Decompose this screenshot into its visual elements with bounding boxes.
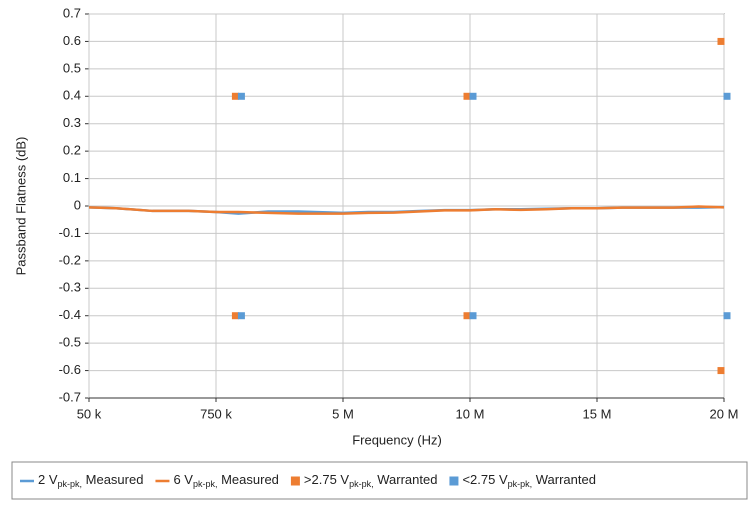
data-point bbox=[717, 367, 725, 375]
x-tick-label: 15 M bbox=[583, 406, 612, 421]
x-tick-label: 20 M bbox=[710, 406, 739, 421]
y-tick-label: 0.5 bbox=[63, 60, 81, 75]
y-tick-label: -0.6 bbox=[59, 362, 81, 377]
y-tick-label: 0.6 bbox=[63, 33, 81, 48]
y-tick-label: -0.2 bbox=[59, 252, 81, 267]
legend-swatch bbox=[449, 476, 459, 486]
data-point bbox=[463, 312, 471, 320]
legend-box bbox=[11, 461, 748, 500]
y-tick-label: -0.4 bbox=[59, 307, 81, 322]
x-tick-label: 750 k bbox=[200, 406, 232, 421]
y-tick-label: 0 bbox=[74, 197, 81, 212]
y-tick-label: 0.3 bbox=[63, 115, 81, 130]
data-point bbox=[723, 92, 731, 100]
y-tick-label: -0.3 bbox=[59, 280, 81, 295]
data-point bbox=[463, 92, 471, 100]
data-point bbox=[469, 92, 477, 100]
series-line bbox=[88, 205, 725, 215]
data-point bbox=[237, 312, 245, 320]
y-tick-label: -0.1 bbox=[59, 225, 81, 240]
legend-label: 2 Vpk-pk, Measured bbox=[38, 472, 143, 489]
y-tick-label: 0.1 bbox=[63, 170, 81, 185]
y-tick-label: 0.7 bbox=[63, 5, 81, 20]
legend-swatch bbox=[290, 476, 300, 486]
legend-label: <2.75 Vpk-pk, Warranted bbox=[462, 472, 596, 489]
data-point bbox=[237, 92, 245, 100]
data-point bbox=[231, 92, 239, 100]
y-tick-label: 0.2 bbox=[63, 143, 81, 158]
data-point bbox=[723, 312, 731, 320]
x-axis-title: Frequency (Hz) bbox=[352, 432, 442, 447]
legend-label: >2.75 Vpk-pk, Warranted bbox=[304, 472, 438, 489]
x-tick-label: 50 k bbox=[77, 406, 102, 421]
data-point bbox=[231, 312, 239, 320]
y-tick-label: 0.4 bbox=[63, 88, 81, 103]
y-tick-label: -0.7 bbox=[59, 389, 81, 404]
legend-label: 6 Vpk-pk, Measured bbox=[173, 472, 278, 489]
x-tick-label: 5 M bbox=[332, 406, 354, 421]
data-point bbox=[469, 312, 477, 320]
x-tick-label: 10 M bbox=[456, 406, 485, 421]
y-tick-label: -0.5 bbox=[59, 335, 81, 350]
data-point bbox=[717, 37, 725, 45]
y-axis-title: Passband Flatness (dB) bbox=[13, 137, 28, 276]
